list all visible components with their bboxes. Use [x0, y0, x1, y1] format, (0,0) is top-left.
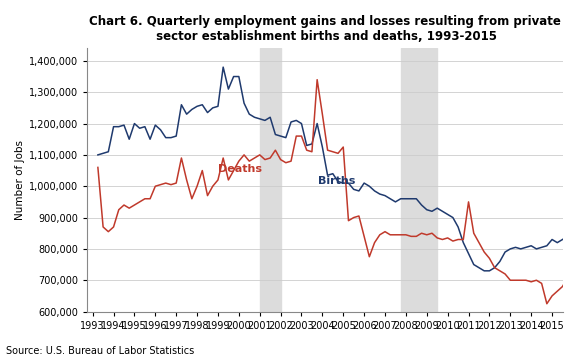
Y-axis label: Number of Jobs: Number of Jobs [15, 140, 25, 220]
Bar [260, 48, 281, 311]
Text: Births: Births [318, 176, 356, 186]
Title: Chart 6. Quarterly employment gains and losses resulting from private
 sector es: Chart 6. Quarterly employment gains and … [89, 15, 561, 43]
Text: Deaths: Deaths [218, 164, 262, 174]
Bar [401, 48, 437, 311]
Text: Source: U.S. Bureau of Labor Statistics: Source: U.S. Bureau of Labor Statistics [6, 346, 194, 356]
